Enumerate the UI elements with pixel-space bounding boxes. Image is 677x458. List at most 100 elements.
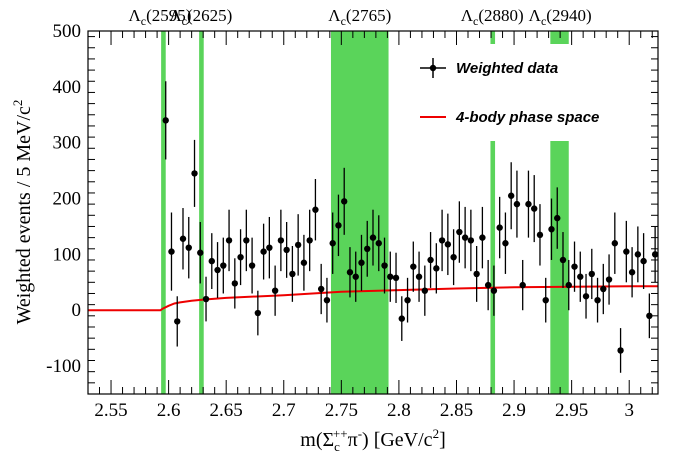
data-point-2 xyxy=(174,296,181,347)
data-point-72 xyxy=(577,251,584,302)
data-point-48 xyxy=(438,209,446,272)
data-point-33 xyxy=(352,251,359,302)
marker xyxy=(415,273,423,280)
marker xyxy=(594,296,601,304)
data-point-36 xyxy=(369,209,377,266)
marker xyxy=(243,237,250,244)
marker xyxy=(507,192,515,199)
marker xyxy=(398,315,405,322)
marker xyxy=(582,293,590,300)
legend-curve-label: 4-body phase space xyxy=(455,109,599,126)
marker xyxy=(651,251,659,258)
data-point-80 xyxy=(623,220,630,283)
data-point-54 xyxy=(473,246,480,302)
x-tick-label: 2.55 xyxy=(94,400,127,421)
data-point-11 xyxy=(225,209,233,272)
x-tick-label: 2.8 xyxy=(387,400,411,421)
marker xyxy=(248,262,256,269)
marker xyxy=(237,253,244,261)
marker xyxy=(317,285,325,293)
data-point-10 xyxy=(220,237,227,294)
data-point-45 xyxy=(421,265,429,316)
marker xyxy=(427,256,434,264)
marker xyxy=(174,318,181,325)
data-point-70 xyxy=(565,259,572,311)
marker xyxy=(294,241,302,249)
marker xyxy=(404,296,411,304)
data-point-0 xyxy=(162,81,169,160)
marker xyxy=(410,263,417,270)
marker xyxy=(623,248,630,255)
resonance-band-4-top xyxy=(550,31,569,44)
marker xyxy=(266,244,273,251)
resonance-label-3: Λc(2880) xyxy=(461,6,524,28)
marker xyxy=(162,117,169,124)
data-point-68 xyxy=(554,187,561,249)
data-point-83 xyxy=(640,233,647,290)
marker xyxy=(571,263,578,270)
data-point-44 xyxy=(415,251,423,302)
y-tick-label: 500 xyxy=(53,21,82,42)
data-point-30 xyxy=(335,194,342,257)
marker xyxy=(634,251,642,258)
marker xyxy=(531,205,538,212)
data-point-85 xyxy=(651,226,659,283)
data-point-35 xyxy=(364,220,371,277)
x-tick-label: 3 xyxy=(624,400,634,421)
marker xyxy=(289,270,296,278)
marker xyxy=(179,235,187,242)
x-tick-label: 2.65 xyxy=(210,400,243,421)
marker xyxy=(444,241,452,248)
data-point-34 xyxy=(358,234,365,291)
marker xyxy=(168,248,175,255)
marker xyxy=(467,237,475,244)
data-point-73 xyxy=(582,273,590,319)
legend: Weighted data 4-body phase space xyxy=(420,58,599,126)
data-point-6 xyxy=(197,221,204,284)
marker xyxy=(479,234,486,241)
marker xyxy=(346,269,354,276)
marker xyxy=(490,287,498,294)
data-point-15 xyxy=(248,237,256,294)
marker xyxy=(611,240,619,247)
legend-data-label: Weighted data xyxy=(456,60,558,77)
data-point-65 xyxy=(536,204,544,266)
data-point-84 xyxy=(646,293,653,339)
marker xyxy=(329,240,336,247)
phase-space-curve xyxy=(88,285,658,312)
data-point-62 xyxy=(519,259,526,311)
marker xyxy=(392,274,400,282)
marker xyxy=(358,259,365,266)
resonance-band-1 xyxy=(199,31,204,394)
data-point-71 xyxy=(571,241,578,292)
marker xyxy=(600,285,607,293)
resonance-label-4: Λc(2940) xyxy=(529,6,592,28)
resonance-label-1: Λc(2625) xyxy=(169,6,232,28)
data-point-23 xyxy=(294,214,302,276)
data-point-74 xyxy=(588,248,595,300)
data-point-42 xyxy=(404,277,411,323)
marker xyxy=(381,262,388,269)
x-tick-label: 2.75 xyxy=(325,400,358,421)
data-point-78 xyxy=(611,212,619,274)
marker xyxy=(646,312,653,320)
legend-data-marker xyxy=(429,64,437,72)
marker xyxy=(323,296,331,304)
resonance-band-3 xyxy=(490,141,496,394)
data-point-38 xyxy=(381,237,388,294)
marker xyxy=(513,200,521,208)
marker xyxy=(312,206,319,213)
data-point-58 xyxy=(496,196,503,259)
marker xyxy=(554,214,561,222)
marker xyxy=(536,231,544,239)
data-point-19 xyxy=(271,265,279,316)
marker xyxy=(559,256,567,264)
data-point-7 xyxy=(202,276,210,322)
x-tick-label: 2.95 xyxy=(555,400,588,421)
marker xyxy=(628,269,636,276)
marker xyxy=(352,273,359,280)
data-point-69 xyxy=(559,232,567,288)
data-point-9 xyxy=(214,242,221,298)
data-point-61 xyxy=(513,170,521,238)
